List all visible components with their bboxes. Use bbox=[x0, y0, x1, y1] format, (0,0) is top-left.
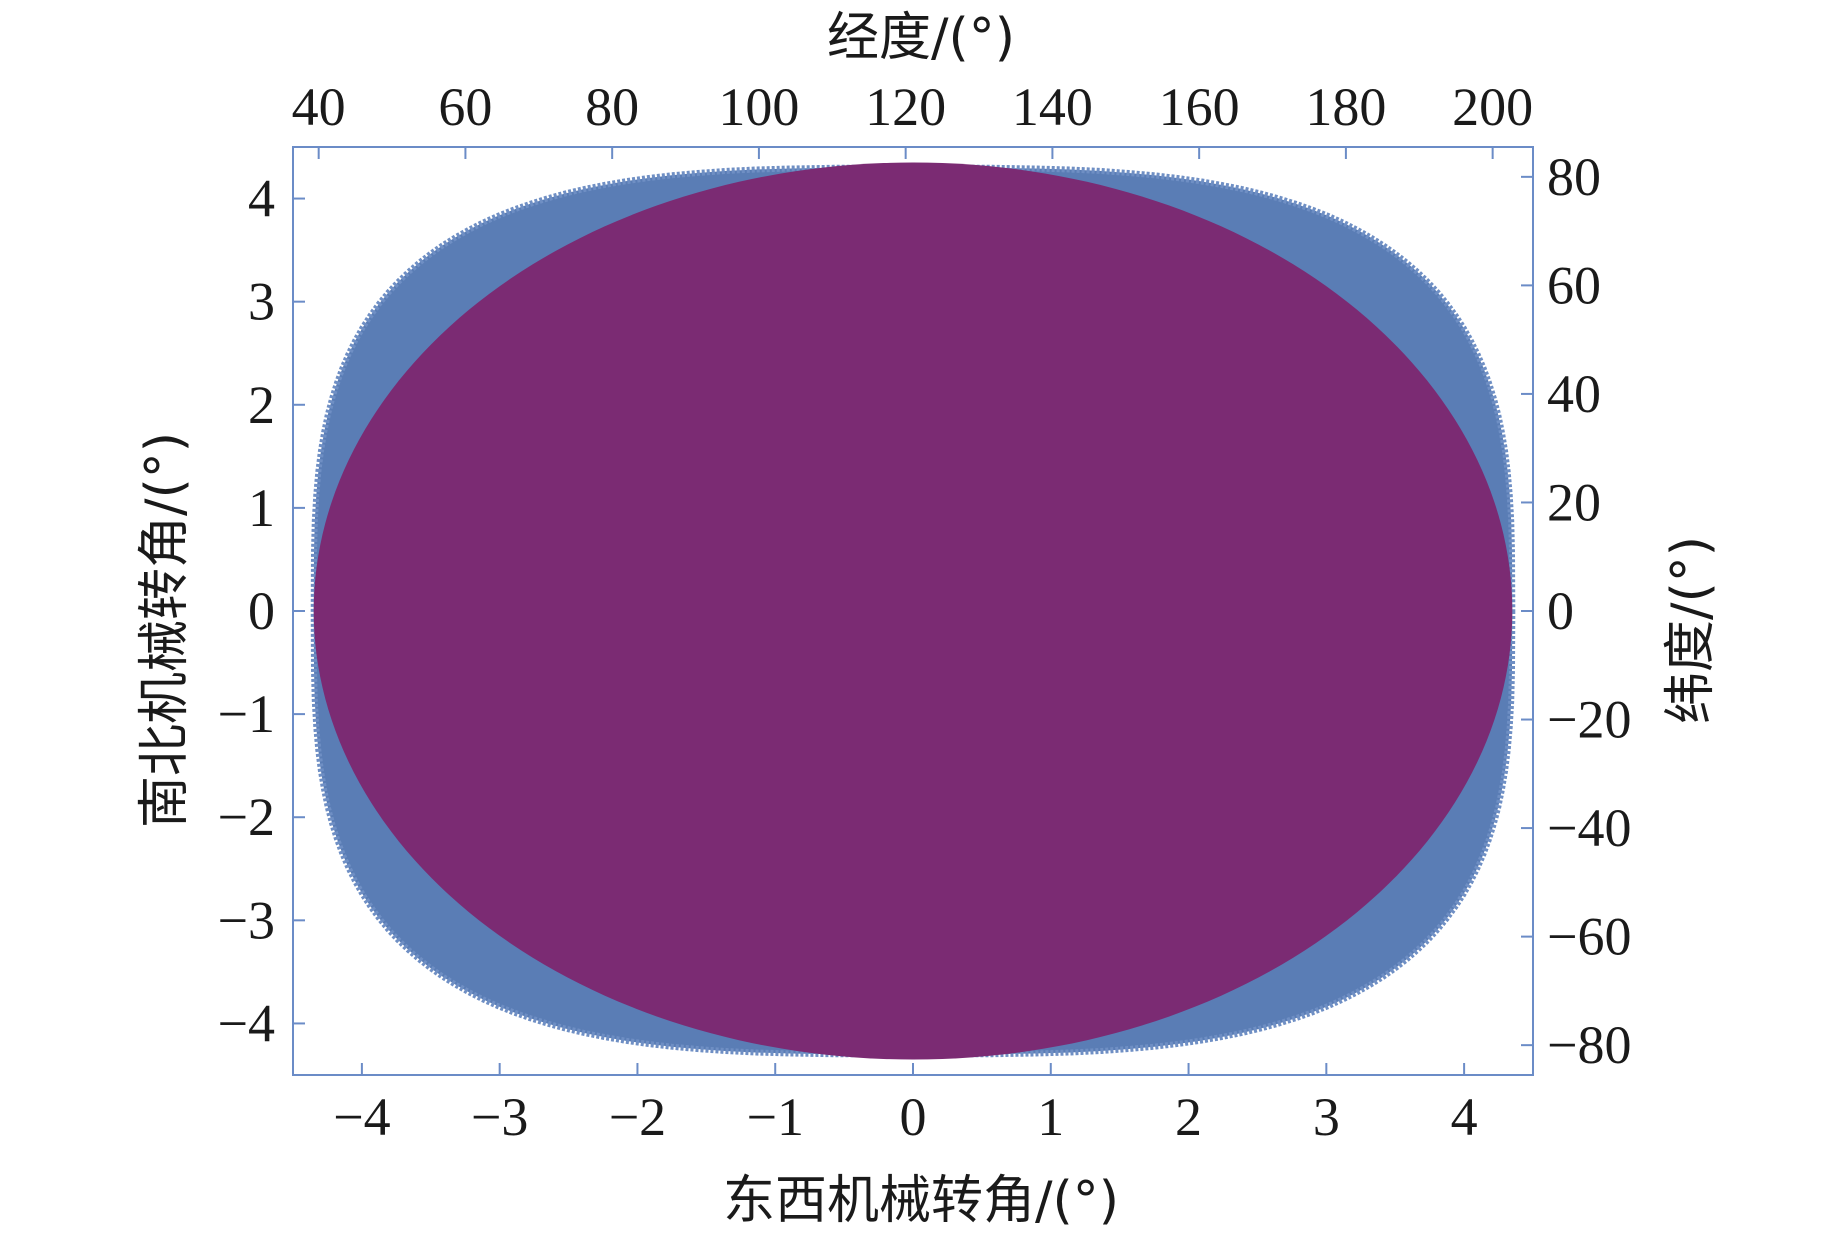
y-tick-label: 4 bbox=[248, 169, 275, 229]
x2-tick-label: 100 bbox=[718, 77, 799, 137]
x2-tick-label: 60 bbox=[438, 77, 492, 137]
x-tick-label: 4 bbox=[1451, 1087, 1478, 1147]
tick-layer: −4 −3 −2 −1 0 1 2 3 4 −4 −3 −2 −1 0 1 2 3 4 40 60 80 100 120 14… bbox=[218, 77, 1632, 1147]
x2-tick-label: 160 bbox=[1159, 77, 1240, 137]
y-tick-label: 3 bbox=[248, 272, 275, 332]
x-tick-label: −1 bbox=[746, 1087, 803, 1147]
y-tick-label: 1 bbox=[248, 478, 275, 538]
y-axis-title: 南北机械转角/(°) bbox=[135, 432, 195, 828]
y-tick-label: −1 bbox=[218, 684, 275, 744]
y2-tick-label: −80 bbox=[1547, 1015, 1631, 1075]
y2-tick-label: 0 bbox=[1547, 581, 1574, 641]
x2-tick-label: 140 bbox=[1012, 77, 1093, 137]
x2-tick-label: 80 bbox=[585, 77, 639, 137]
series-2-ellipse-region bbox=[313, 162, 1513, 1060]
x-tick-label: 1 bbox=[1037, 1087, 1064, 1147]
y2-tick-label: 80 bbox=[1547, 147, 1601, 207]
y2-tick-label: 40 bbox=[1547, 364, 1601, 424]
y2-tick-label: 20 bbox=[1547, 472, 1601, 532]
y-tick-label: 2 bbox=[248, 375, 275, 435]
x-tick-label: −4 bbox=[333, 1087, 390, 1147]
x2-axis-title: 经度/(°) bbox=[827, 8, 1015, 68]
y-tick-label: −4 bbox=[218, 993, 275, 1053]
y2-tick-label: 60 bbox=[1547, 255, 1601, 315]
x2-tick-label: 180 bbox=[1305, 77, 1386, 137]
x-tick-label: 0 bbox=[900, 1087, 927, 1147]
x-tick-label: −2 bbox=[609, 1087, 666, 1147]
x2-tick-label: 200 bbox=[1452, 77, 1533, 137]
x2-tick-label: 120 bbox=[865, 77, 946, 137]
y2-tick-label: −20 bbox=[1547, 690, 1631, 750]
y-tick-label: −3 bbox=[218, 890, 275, 950]
y-tick-label: 0 bbox=[248, 581, 275, 641]
x-axis-title: 东西机械转角/(°) bbox=[723, 1171, 1119, 1231]
data-layer bbox=[310, 162, 1516, 1060]
x-tick-label: 2 bbox=[1175, 1087, 1202, 1147]
x2-tick-label: 40 bbox=[292, 77, 346, 137]
y2-tick-label: −60 bbox=[1547, 907, 1631, 967]
x-tick-label: −3 bbox=[471, 1087, 528, 1147]
x-tick-label: 3 bbox=[1313, 1087, 1340, 1147]
y-tick-label: −2 bbox=[218, 787, 275, 847]
y2-tick-label: −40 bbox=[1547, 798, 1631, 858]
y2-axis-title: 纬度/(°) bbox=[1661, 536, 1721, 724]
